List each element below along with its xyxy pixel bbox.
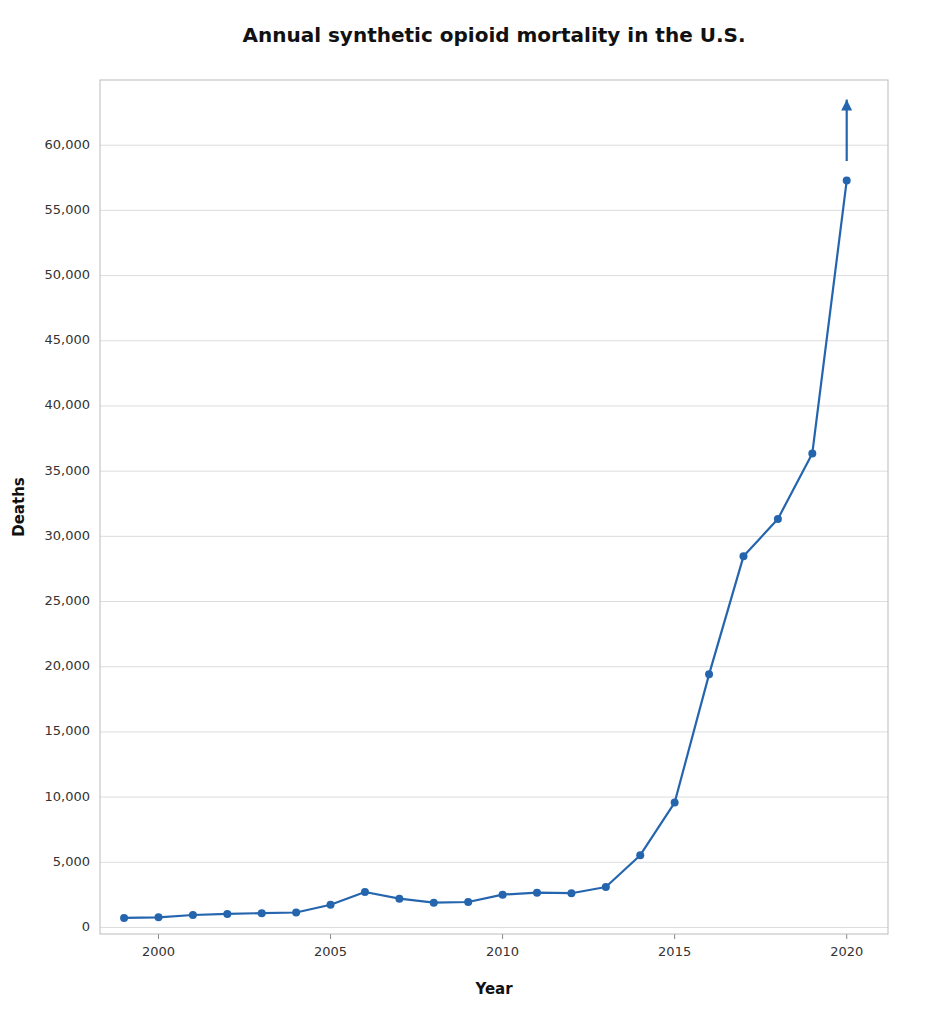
grid-line bbox=[100, 275, 888, 276]
grid-line bbox=[100, 536, 888, 537]
y-tick-label: 20,000 bbox=[45, 658, 91, 673]
y-tick-label: 30,000 bbox=[45, 528, 91, 543]
point bbox=[808, 449, 816, 457]
y-tick-label: 50,000 bbox=[45, 267, 91, 282]
grid-line bbox=[100, 862, 888, 863]
y-axis-label: Deaths bbox=[10, 477, 28, 537]
point bbox=[292, 908, 300, 916]
line bbox=[124, 181, 847, 918]
point bbox=[258, 909, 266, 917]
grid-line bbox=[100, 666, 888, 667]
point bbox=[361, 888, 369, 896]
grid-line bbox=[100, 797, 888, 798]
point bbox=[671, 799, 679, 807]
x-tick bbox=[502, 934, 503, 939]
plot-area bbox=[120, 100, 851, 922]
grid-line bbox=[100, 927, 888, 928]
y-tick-label: 5,000 bbox=[53, 854, 90, 869]
point bbox=[705, 670, 713, 678]
y-tick-label: 25,000 bbox=[45, 593, 91, 608]
y-tick-label: 40,000 bbox=[45, 397, 91, 412]
point bbox=[739, 552, 747, 560]
y-tick-label: 55,000 bbox=[45, 202, 91, 217]
point bbox=[843, 177, 851, 185]
point bbox=[430, 899, 438, 907]
grid-line bbox=[100, 145, 888, 146]
point bbox=[464, 898, 472, 906]
plot-frame bbox=[100, 80, 888, 934]
grid-line bbox=[100, 601, 888, 602]
grid bbox=[100, 145, 888, 927]
x-tick bbox=[330, 934, 331, 939]
point bbox=[395, 895, 403, 903]
x-tick bbox=[846, 934, 847, 939]
x-tick-label: 2000 bbox=[142, 944, 175, 959]
y-tick-label: 0 bbox=[82, 919, 90, 934]
x-axis-label: Year bbox=[474, 980, 513, 998]
y-tick-label: 15,000 bbox=[45, 723, 91, 738]
grid-line bbox=[100, 405, 888, 406]
grid-line bbox=[100, 731, 888, 732]
grid-line bbox=[100, 210, 888, 211]
y-tick-label: 45,000 bbox=[45, 332, 91, 347]
y-tick-label: 10,000 bbox=[45, 789, 91, 804]
y-tick-label: 35,000 bbox=[45, 463, 91, 478]
title: Annual synthetic opioid mortality in the… bbox=[242, 23, 745, 47]
x-tick-label: 2020 bbox=[830, 944, 863, 959]
point bbox=[602, 883, 610, 891]
point bbox=[499, 891, 507, 899]
point bbox=[189, 911, 197, 919]
point bbox=[120, 914, 128, 922]
x-tick bbox=[158, 934, 159, 939]
point bbox=[223, 910, 231, 918]
point bbox=[154, 913, 162, 921]
x-tick-label: 2010 bbox=[486, 944, 519, 959]
point bbox=[774, 515, 782, 523]
point bbox=[636, 851, 644, 859]
chart: 0 5,000 10,000 15,000 20,000 25,000 30,000 35,0… bbox=[0, 0, 928, 1024]
x-tick bbox=[674, 934, 675, 939]
grid-line bbox=[100, 471, 888, 472]
x-tick-label: 2015 bbox=[658, 944, 691, 959]
x-tick-label: 2005 bbox=[314, 944, 347, 959]
point bbox=[567, 889, 575, 897]
y-tick-label: 60,000 bbox=[45, 137, 91, 152]
point bbox=[327, 901, 335, 909]
arrow bbox=[846, 100, 848, 161]
point bbox=[533, 889, 541, 897]
grid-line bbox=[100, 340, 888, 341]
